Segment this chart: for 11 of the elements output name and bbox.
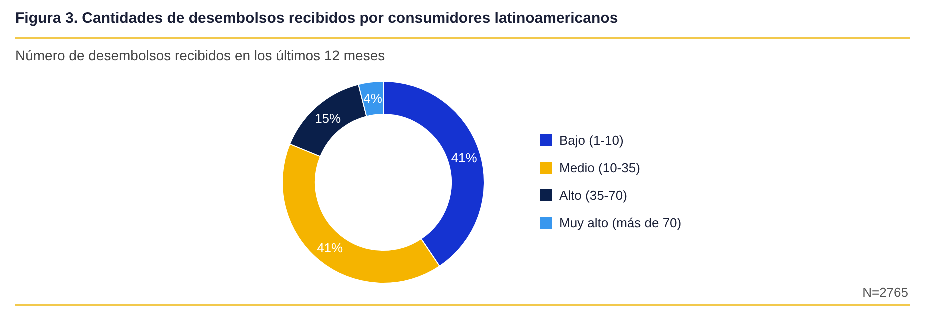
legend-label: Muy alto (más de 70) (560, 216, 682, 230)
chart-title: Figura 3. Cantidades de desembolsos recibidos por consumidores latinoamericanos (16, 10, 618, 27)
data-label: 4% (364, 91, 383, 106)
data-label: 15% (315, 111, 342, 126)
legend-label: Medio (10-35) (560, 160, 640, 176)
chart-subtitle: Número de desembolsos recibidos en los últimos 12 meses (16, 48, 386, 64)
legend-label: Bajo (1-10) (560, 133, 624, 148)
text: N=2765 (862, 285, 909, 300)
legend-label: Alto (35-70) (560, 188, 628, 203)
data-label: 41% (451, 150, 478, 166)
data-label: 41% (317, 240, 344, 256)
